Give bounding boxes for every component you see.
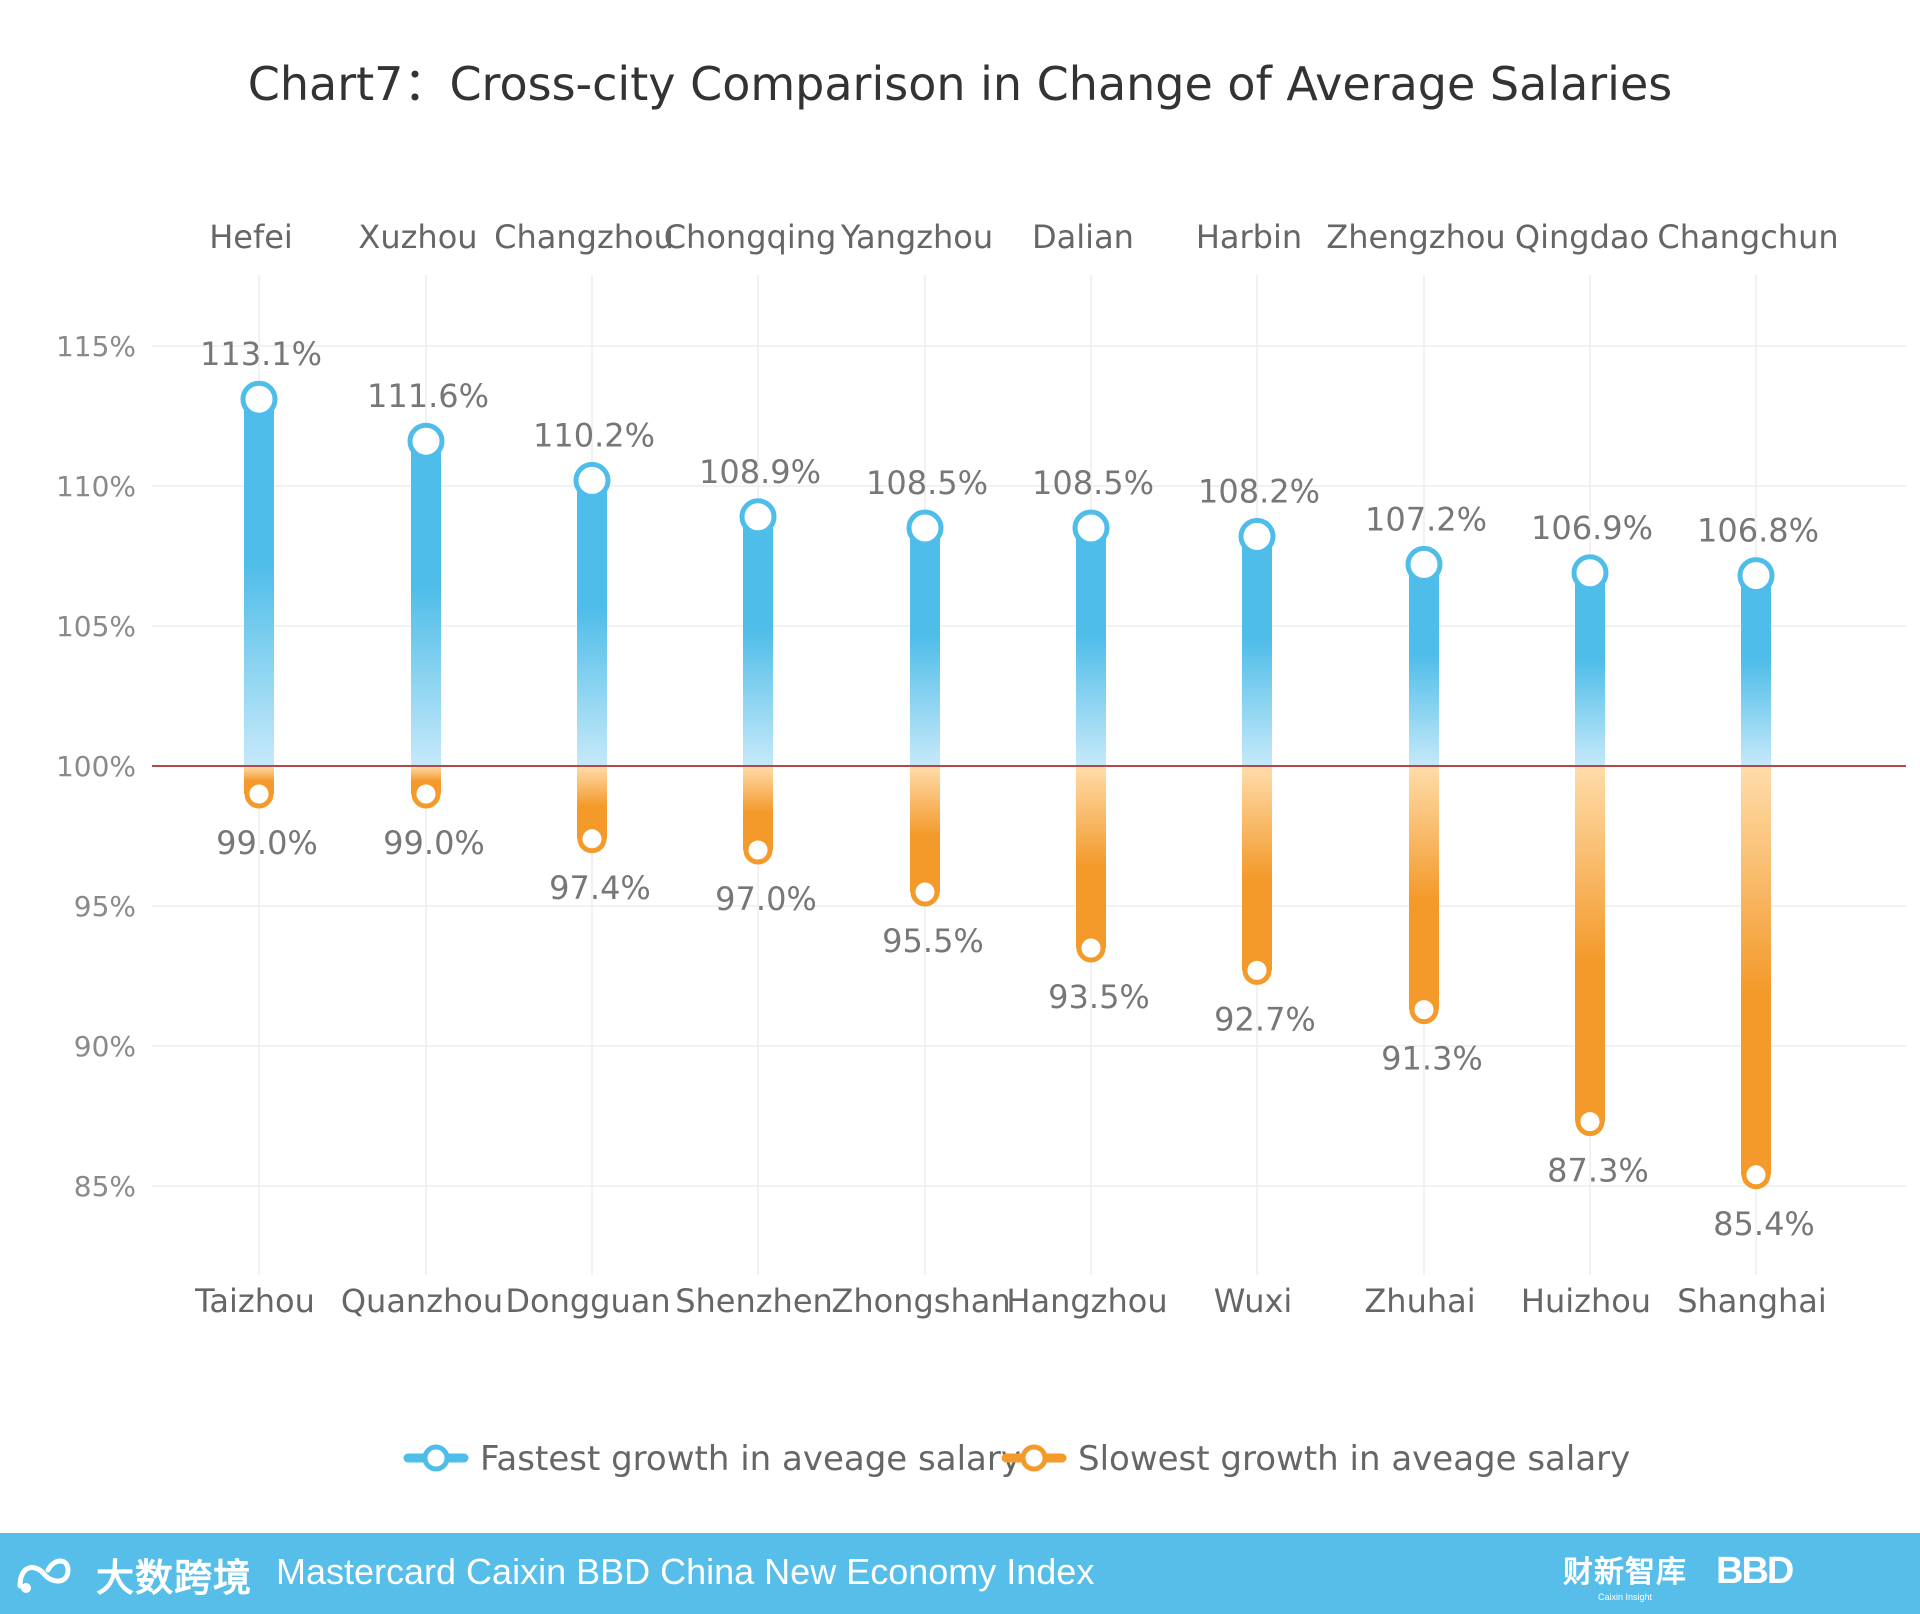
city-label-bottom: Taizhou xyxy=(194,1282,315,1320)
slowest-point xyxy=(743,835,773,865)
fastest-bar xyxy=(1076,528,1106,766)
fastest-bar xyxy=(1741,575,1771,766)
y-tick-label: 85% xyxy=(74,1170,136,1203)
legend-fastest-marker-swatch xyxy=(422,1444,450,1472)
fastest-point xyxy=(1072,509,1110,547)
fastest-bar xyxy=(1409,564,1439,766)
city-label-bottom: Zhuhai xyxy=(1364,1282,1475,1320)
footer-title: Mastercard Caixin BBD China New Economy … xyxy=(276,1551,1095,1592)
slowest-value-label: 99.0% xyxy=(216,824,318,862)
infinity-logo-icon xyxy=(17,1558,71,1593)
slowest-value-label: 95.5% xyxy=(882,922,984,960)
slowest-point xyxy=(244,779,274,809)
fastest-bar xyxy=(1575,572,1605,766)
bbd-logo: BBD xyxy=(1716,1550,1794,1592)
logo-left-text: 大数跨境 xyxy=(96,1555,253,1600)
fastest-point xyxy=(1405,545,1443,583)
slowest-value-label: 97.4% xyxy=(549,869,651,907)
slowest-point xyxy=(1242,955,1272,985)
y-tick-label: 110% xyxy=(56,470,136,503)
slowest-value-label: 97.0% xyxy=(715,880,817,918)
y-tick-label: 100% xyxy=(56,750,136,783)
fastest-point xyxy=(739,498,777,536)
slowest-point xyxy=(411,779,441,809)
caixin-logo-cn: 财新智库 xyxy=(1563,1555,1687,1590)
caixin-logo: 财新智库 Caixin Insight xyxy=(1563,1547,1687,1602)
chart-area: Chart7：Cross-city Comparison in Change o… xyxy=(56,57,1906,1479)
fastest-value-label: 113.1% xyxy=(200,335,322,373)
fastest-point xyxy=(1571,554,1609,592)
city-label-bottom: Wuxi xyxy=(1214,1282,1293,1320)
city-label-top: Xuzhou xyxy=(358,218,477,256)
fastest-bar xyxy=(910,528,940,766)
slowest-value-label: 91.3% xyxy=(1381,1040,1483,1078)
fastest-bar xyxy=(411,441,441,766)
slowest-value-label: 85.4% xyxy=(1713,1205,1815,1243)
fastest-bar xyxy=(743,516,773,766)
fastest-value-label: 108.5% xyxy=(866,464,988,502)
city-label-bottom: Zhongshan xyxy=(831,1282,1010,1320)
fastest-value-label: 111.6% xyxy=(367,377,489,415)
slowest-point xyxy=(910,877,940,907)
fastest-value-label: 108.5% xyxy=(1032,464,1154,502)
chart-svg: Chart7：Cross-city Comparison in Change o… xyxy=(56,57,1906,1479)
fastest-point xyxy=(240,380,278,418)
legend-fastest-label: Fastest growth in aveage salary xyxy=(480,1439,1021,1479)
slowest-value-label: 92.7% xyxy=(1214,1000,1316,1038)
city-label-top: Yangzhou xyxy=(840,218,993,256)
caixin-logo-en: Caixin Insight xyxy=(1597,1592,1653,1602)
city-label-top: Changzhou xyxy=(494,218,674,256)
fastest-value-label: 108.2% xyxy=(1198,472,1320,510)
city-label-bottom: Shenzhen xyxy=(675,1282,833,1320)
city-label-bottom: Huizhou xyxy=(1521,1282,1651,1320)
slowest-bar xyxy=(1741,766,1771,1175)
fastest-bar xyxy=(577,480,607,766)
city-label-bottom: Dongguan xyxy=(505,1282,670,1320)
slowest-value-label: 93.5% xyxy=(1048,978,1150,1016)
city-label-bottom: Quanzhou xyxy=(341,1282,503,1320)
fastest-point xyxy=(1737,557,1775,595)
city-label-bottom: Shanghai xyxy=(1677,1282,1827,1320)
city-label-top: Changchun xyxy=(1657,218,1838,256)
legend-slowest-marker-swatch xyxy=(1020,1444,1048,1472)
y-tick-label: 105% xyxy=(56,610,136,643)
y-tick-label: 115% xyxy=(56,330,136,363)
fastest-value-label: 108.9% xyxy=(699,453,821,491)
y-tick-label: 95% xyxy=(74,890,136,923)
slowest-point xyxy=(1409,995,1439,1025)
slowest-bar xyxy=(1409,766,1439,1010)
legend-slowest-label: Slowest growth in aveage salary xyxy=(1078,1439,1630,1479)
city-label-top: Chongqing xyxy=(664,218,837,256)
city-label-top: Qingdao xyxy=(1515,218,1649,256)
city-label-top: Zhengzhou xyxy=(1326,218,1505,256)
slowest-value-label: 99.0% xyxy=(383,824,485,862)
slowest-bar xyxy=(1076,766,1106,948)
fastest-value-label: 106.9% xyxy=(1531,509,1653,547)
fastest-value-label: 107.2% xyxy=(1365,500,1487,538)
slowest-bar xyxy=(1242,766,1272,971)
logo-left: 大数跨境 xyxy=(14,1549,253,1600)
fastest-point xyxy=(1238,517,1276,555)
fastest-bar xyxy=(1242,536,1272,766)
slowest-point xyxy=(577,824,607,854)
fastest-point xyxy=(407,422,445,460)
city-label-top: Hefei xyxy=(209,218,293,256)
fastest-point xyxy=(573,461,611,499)
fastest-point xyxy=(906,509,944,547)
chart-title: Chart7：Cross-city Comparison in Change o… xyxy=(248,57,1672,111)
slowest-point xyxy=(1741,1160,1771,1190)
city-label-bottom: Hangzhou xyxy=(1006,1282,1167,1320)
city-label-top: Harbin xyxy=(1196,218,1302,256)
slowest-value-label: 87.3% xyxy=(1547,1152,1649,1190)
fastest-bar xyxy=(244,399,274,766)
fastest-value-label: 106.8% xyxy=(1697,512,1819,550)
slowest-bar xyxy=(1575,766,1605,1122)
city-label-top: Dalian xyxy=(1032,218,1134,256)
footer-banner: 大数跨境 Mastercard Caixin BBD China New Eco… xyxy=(0,1533,1920,1614)
y-tick-label: 90% xyxy=(74,1030,136,1063)
slowest-bar xyxy=(910,766,940,892)
slowest-point xyxy=(1076,933,1106,963)
fastest-value-label: 110.2% xyxy=(533,416,655,454)
slowest-point xyxy=(1575,1107,1605,1137)
